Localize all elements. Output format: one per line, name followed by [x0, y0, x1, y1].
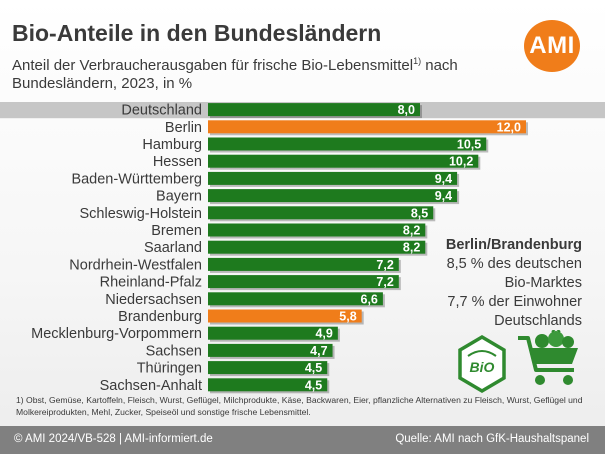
value-label-bayern: 9,4	[435, 189, 452, 203]
value-label-hamburg: 10,5	[457, 138, 481, 152]
value-label-baden-wuerttemberg: 9,4	[435, 172, 452, 186]
bar-berlin	[208, 120, 526, 134]
category-label-schleswig-holstein: Schleswig-Holstein	[80, 206, 203, 222]
bar-hamburg	[208, 137, 487, 151]
bar-bayern	[208, 189, 458, 203]
category-label-mecklenburg-vorpommern: Mecklenburg-Vorpommern	[31, 326, 202, 342]
value-label-rheinland-pfalz: 7,2	[376, 275, 393, 289]
footer-copyright: © AMI 2024/VB-528 | AMI-informiert.de	[14, 433, 213, 445]
category-label-thueringen: Thüringen	[137, 361, 202, 377]
bar-baden-wuerttemberg	[208, 171, 458, 185]
category-label-rheinland-pfalz: Rheinland-Pfalz	[100, 275, 202, 291]
bar-sachsen	[208, 343, 333, 357]
category-label-hessen: Hessen	[153, 154, 202, 170]
bar-deutschland	[208, 103, 420, 117]
category-label-bremen: Bremen	[151, 223, 202, 239]
category-label-brandenburg: Brandenburg	[118, 309, 202, 325]
category-label-sachsen-anhalt: Sachsen-Anhalt	[100, 378, 202, 394]
category-label-bayern: Bayern	[156, 189, 202, 205]
value-label-nordrhein-westfalen: 7,2	[376, 258, 393, 272]
category-label-nordrhein-westfalen: Nordrhein-Westfalen	[69, 257, 202, 273]
value-label-thueringen: 4,5	[305, 361, 322, 375]
bio-seal-text: BiO	[470, 359, 495, 375]
bar-sachsen-anhalt	[208, 378, 328, 392]
info-heading: Berlin/Brandenburg	[445, 237, 582, 253]
value-label-sachsen-anhalt: 4,5	[305, 378, 322, 392]
bar-bremen	[208, 223, 426, 237]
category-label-sachsen: Sachsen	[146, 343, 202, 359]
value-label-mecklenburg-vorpommern: 4,9	[315, 327, 332, 341]
info-line-2: Bio-Marktes	[504, 275, 582, 291]
bar-nordrhein-westfalen	[208, 257, 399, 271]
page-title: Bio-Anteile in den Bundesländern	[12, 20, 382, 46]
value-label-hessen: 10,2	[449, 155, 473, 169]
info-line-3: 7,7 % der Einwohner	[447, 294, 582, 310]
bar-brandenburg	[208, 309, 362, 323]
bar-rheinland-pfalz	[208, 275, 399, 289]
category-label-baden-wuerttemberg: Baden-Württemberg	[71, 171, 202, 187]
berlin-brandenburg-info-box: Berlin/Brandenburg 8,5 % des deutschen B…	[426, 236, 582, 331]
bar-mecklenburg-vorpommern	[208, 326, 338, 340]
bio-seal-icon: BiO	[458, 334, 506, 394]
value-label-deutschland: 8,0	[398, 103, 415, 117]
value-label-berlin: 12,0	[497, 120, 521, 134]
bar-saarland	[208, 240, 426, 254]
bar-hessen	[208, 154, 479, 168]
info-line-1: 8,5 % des deutschen	[446, 256, 582, 272]
value-label-sachsen: 4,7	[310, 344, 327, 358]
subtitle-tail: nach Bundesländern, 2023, in %	[12, 57, 458, 92]
page-subtitle: Anteil der Verbraucherausgaben für frisc…	[12, 52, 482, 93]
bar-thueringen	[208, 361, 328, 375]
subtitle-footnote-marker: 1)	[413, 56, 422, 66]
ami-logo: AMI	[524, 20, 580, 72]
category-label-deutschland: Deutschland	[121, 103, 202, 119]
info-line-4: Deutschlands	[494, 313, 582, 329]
category-label-saarland: Saarland	[144, 240, 202, 256]
bar-niedersachsen	[208, 292, 383, 306]
footer-bar: © AMI 2024/VB-528 | AMI-informiert.de Qu…	[0, 426, 605, 454]
category-label-niedersachsen: Niedersachsen	[105, 292, 202, 308]
subtitle-main: Anteil der Verbraucherausgaben für frisc…	[12, 57, 414, 74]
category-label-berlin: Berlin	[165, 120, 202, 136]
value-label-brandenburg: 5,8	[339, 310, 356, 324]
value-label-schleswig-holstein: 8,5	[411, 206, 428, 220]
category-label-hamburg: Hamburg	[142, 137, 202, 153]
bar-schleswig-holstein	[208, 206, 434, 220]
footnote: 1) Obst, Gemüse, Kartoffeln, Fleisch, Wu…	[16, 395, 583, 417]
footer-source: Quelle: AMI nach GfK-Haushaltspanel	[395, 433, 589, 445]
value-label-niedersachsen: 6,6	[361, 292, 378, 306]
shopping-cart-icon	[518, 330, 578, 385]
value-label-bremen: 8,2	[403, 224, 420, 238]
value-label-saarland: 8,2	[403, 241, 420, 255]
